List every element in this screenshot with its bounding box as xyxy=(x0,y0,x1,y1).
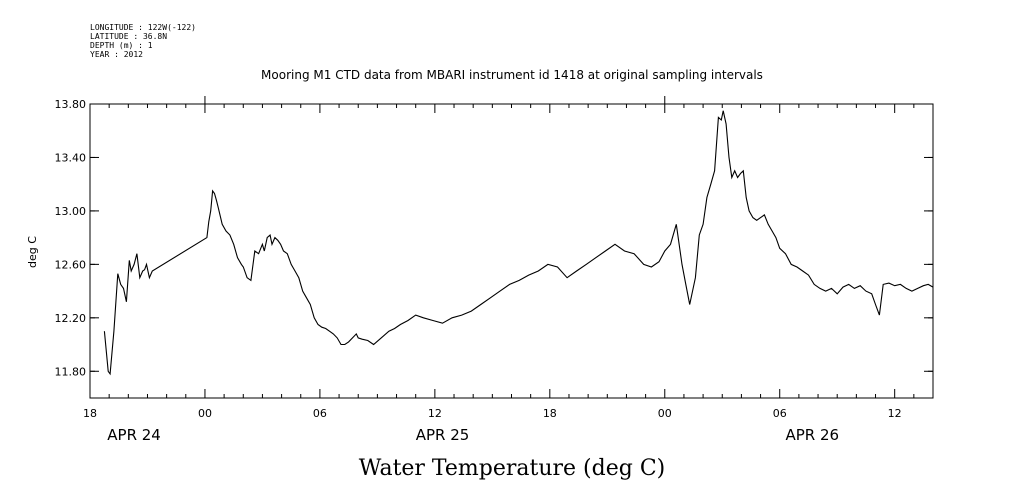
x-tick-label: 12 xyxy=(428,407,442,420)
header-info: LONGITUDE : 122W(-122) LATITUDE : 36.8N … xyxy=(90,23,196,59)
x-tick-label: 06 xyxy=(773,407,787,420)
y-tick-label: 12.20 xyxy=(55,312,87,325)
x-tick-label: 18 xyxy=(543,407,557,420)
y-tick-label: 13.40 xyxy=(55,151,87,164)
header-line-2: LATITUDE : 36.8N xyxy=(90,32,167,41)
x-tick-label: 18 xyxy=(83,407,97,420)
header-line-4: YEAR : 2012 xyxy=(90,50,143,59)
y-tick-label: 12.60 xyxy=(55,258,87,271)
y-tick-label: 13.80 xyxy=(55,98,87,111)
x-tick-label: 00 xyxy=(198,407,212,420)
series-line-temperature xyxy=(103,110,934,376)
header-line-1: LONGITUDE : 122W(-122) xyxy=(90,23,196,32)
y-tick-label: 13.00 xyxy=(55,205,87,218)
x-date-label: APR 26 xyxy=(786,426,840,444)
x-tick-label: 06 xyxy=(313,407,327,420)
plot-frame xyxy=(89,103,934,399)
header-line-3: DEPTH (m) : 1 xyxy=(90,41,153,50)
axes: 11.80 12.20 12.60 13.00 13.40 13.80 18 00 06 12 18… xyxy=(55,96,934,444)
chart-title: Mooring M1 CTD data from MBARI instrumen… xyxy=(261,68,763,82)
x-tick-label: 12 xyxy=(888,407,902,420)
series-layer xyxy=(103,110,934,376)
x-tick-label: 00 xyxy=(658,407,672,420)
y-axis-label: deg C xyxy=(26,236,39,268)
x-axis-label: Water Temperature (deg C) xyxy=(359,456,666,481)
y-tick-label: 11.80 xyxy=(55,365,87,378)
x-date-label: APR 24 xyxy=(107,426,161,444)
x-date-label: APR 25 xyxy=(416,426,470,444)
